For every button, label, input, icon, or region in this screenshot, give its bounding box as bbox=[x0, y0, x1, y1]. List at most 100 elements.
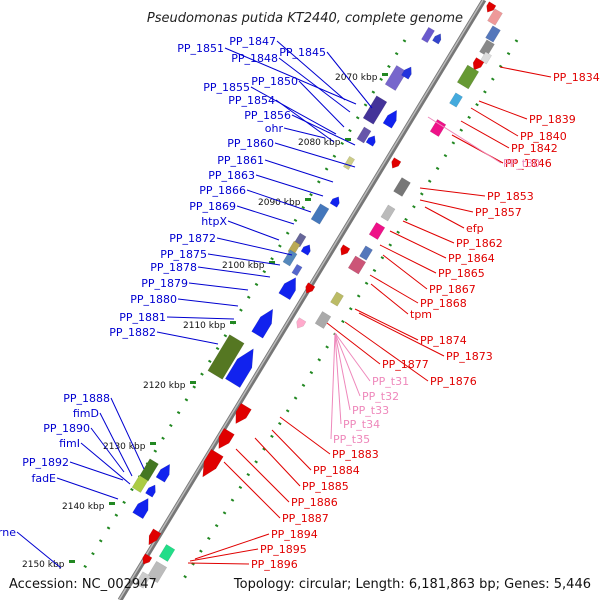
minus-strand-gene-label[interactable]: PP_1879 bbox=[141, 277, 188, 290]
rna-gene-label[interactable]: PP_t34 bbox=[343, 418, 380, 431]
gene-arrow[interactable] bbox=[472, 57, 485, 71]
gene-arrow[interactable] bbox=[329, 196, 340, 208]
gene-arrow[interactable] bbox=[340, 244, 351, 256]
minus-strand-gene-label[interactable]: PP_1861 bbox=[217, 154, 264, 167]
minus-strand-gene-label[interactable]: PP_1866 bbox=[199, 184, 246, 197]
plus-strand-gene-label[interactable]: PP_1846 bbox=[505, 157, 552, 170]
gene-box[interactable] bbox=[282, 249, 298, 267]
gene-box[interactable] bbox=[310, 203, 330, 225]
gene-box[interactable] bbox=[158, 544, 176, 562]
plus-strand-gene-label[interactable]: PP_1834 bbox=[553, 71, 600, 84]
plus-strand-gene-label[interactable]: PP_1877 bbox=[382, 358, 429, 371]
gene-arrow[interactable] bbox=[224, 348, 254, 388]
gene-box[interactable] bbox=[487, 8, 503, 26]
gene-box[interactable] bbox=[380, 204, 396, 222]
gene-box[interactable] bbox=[485, 25, 501, 43]
gene-box[interactable] bbox=[207, 334, 245, 380]
gene-arrow[interactable] bbox=[251, 308, 274, 339]
minus-strand-gene-label[interactable]: fimD bbox=[73, 407, 99, 420]
gene-box[interactable] bbox=[393, 177, 411, 197]
minus-strand-gene-label[interactable]: PP_1863 bbox=[208, 169, 255, 182]
minus-strand-gene-label[interactable]: PP_1872 bbox=[169, 232, 216, 245]
plus-strand-gene-label[interactable]: PP_1857 bbox=[475, 206, 522, 219]
plus-strand-gene-label[interactable]: PP_1884 bbox=[313, 464, 360, 477]
gene-arrow[interactable] bbox=[218, 427, 235, 450]
minus-strand-gene-label[interactable]: fimI bbox=[59, 437, 80, 450]
minus-strand-gene-label[interactable]: ohr bbox=[265, 122, 284, 135]
gene-box[interactable] bbox=[314, 311, 332, 329]
gene-arrow[interactable] bbox=[365, 135, 376, 147]
minus-strand-gene-label[interactable]: PP_1890 bbox=[43, 422, 90, 435]
minus-strand-gene-label[interactable]: PP_1875 bbox=[160, 248, 207, 261]
minus-strand-gene-label[interactable]: rne bbox=[0, 526, 16, 539]
minus-strand-gene-label[interactable]: fadE bbox=[31, 472, 56, 485]
plus-strand-gene-label[interactable]: PP_1887 bbox=[282, 512, 329, 525]
minus-strand-gene-label[interactable]: PP_1860 bbox=[227, 137, 274, 150]
gene-arrow[interactable] bbox=[432, 33, 442, 45]
plus-strand-gene-label[interactable]: PP_1862 bbox=[456, 237, 503, 250]
plus-strand-gene-label[interactable]: PP_1868 bbox=[420, 297, 467, 310]
gene-arrow[interactable] bbox=[132, 497, 149, 520]
minus-strand-gene-label[interactable]: PP_1848 bbox=[231, 52, 278, 65]
gene-box[interactable] bbox=[135, 571, 151, 589]
plus-strand-gene-label[interactable]: PP_1883 bbox=[332, 448, 379, 461]
gene-box[interactable] bbox=[330, 291, 344, 307]
gene-box[interactable] bbox=[347, 255, 367, 275]
gene-arrow[interactable] bbox=[382, 109, 397, 129]
gene-box[interactable] bbox=[362, 95, 388, 125]
plus-strand-gene-label[interactable]: PP_1865 bbox=[438, 267, 485, 280]
plus-strand-gene-label[interactable]: PP_1873 bbox=[446, 350, 493, 363]
minus-strand-gene-label[interactable]: PP_1855 bbox=[203, 81, 250, 94]
gene-arrow[interactable] bbox=[155, 463, 170, 483]
gene-arrow[interactable] bbox=[305, 282, 316, 294]
plus-strand-gene-label[interactable]: PP_1874 bbox=[420, 334, 467, 347]
gene-box[interactable] bbox=[456, 64, 480, 90]
rna-gene-label[interactable]: PP_t31 bbox=[372, 375, 409, 388]
gene-box[interactable] bbox=[131, 475, 149, 493]
gene-arrow[interactable] bbox=[401, 66, 412, 80]
minus-strand-gene-label[interactable]: PP_1854 bbox=[228, 94, 275, 107]
plus-strand-gene-label[interactable]: PP_1842 bbox=[511, 142, 558, 155]
minus-strand-gene-label[interactable]: PP_1869 bbox=[189, 200, 236, 213]
gene-box[interactable] bbox=[421, 26, 435, 44]
gene-box[interactable] bbox=[368, 222, 386, 240]
gene-box[interactable] bbox=[342, 155, 356, 171]
rna-gene-label[interactable]: PP_t35 bbox=[333, 433, 370, 446]
gene-box[interactable] bbox=[449, 92, 463, 108]
plus-strand-gene-label[interactable]: tpm bbox=[410, 308, 432, 321]
minus-strand-gene-label[interactable]: PP_1845 bbox=[279, 46, 326, 59]
gene-arrow[interactable] bbox=[145, 484, 156, 498]
plus-strand-gene-label[interactable]: PP_1885 bbox=[302, 480, 349, 493]
plus-strand-gene-label[interactable]: PP_1895 bbox=[260, 543, 307, 556]
plus-strand-gene-label[interactable]: PP_1876 bbox=[430, 375, 477, 388]
gene-arrow[interactable] bbox=[486, 1, 497, 13]
gene-arrow[interactable] bbox=[202, 448, 224, 478]
gene-box[interactable] bbox=[479, 39, 495, 57]
gene-box[interactable] bbox=[359, 245, 373, 261]
gene-box[interactable] bbox=[356, 126, 372, 144]
gene-box[interactable] bbox=[291, 263, 303, 277]
minus-strand-gene-label[interactable]: PP_1856 bbox=[244, 109, 291, 122]
plus-strand-gene-label[interactable]: PP_1864 bbox=[448, 252, 495, 265]
gene-arrow[interactable] bbox=[142, 553, 153, 565]
plus-strand-gene-label[interactable]: PP_1886 bbox=[291, 496, 338, 509]
minus-strand-gene-label[interactable]: PP_1850 bbox=[251, 75, 298, 88]
minus-strand-gene-label[interactable]: PP_1881 bbox=[119, 311, 166, 324]
minus-strand-gene-label[interactable]: PP_1882 bbox=[109, 326, 156, 339]
gene-box[interactable] bbox=[384, 65, 408, 91]
gene-arrow[interactable] bbox=[296, 317, 307, 329]
plus-strand-gene-label[interactable]: PP_1867 bbox=[429, 283, 476, 296]
plus-strand-gene-label[interactable]: PP_1896 bbox=[251, 558, 298, 571]
plus-strand-gene-label[interactable]: PP_1839 bbox=[529, 113, 576, 126]
rna-gene-label[interactable]: PP_t32 bbox=[362, 390, 399, 403]
plus-strand-gene-label[interactable]: PP_1894 bbox=[271, 528, 318, 541]
gene-arrow[interactable] bbox=[148, 528, 162, 546]
gene-arrow[interactable] bbox=[391, 157, 402, 169]
rna-gene-label[interactable]: PP_t33 bbox=[352, 404, 389, 417]
gene-arrow[interactable] bbox=[300, 244, 311, 256]
plus-strand-gene-label[interactable]: PP_1853 bbox=[487, 190, 534, 203]
minus-strand-gene-label[interactable]: PP_1878 bbox=[150, 261, 197, 274]
gene-arrow[interactable] bbox=[278, 277, 296, 301]
plus-strand-gene-label[interactable]: PP_1840 bbox=[520, 130, 567, 143]
plus-strand-gene-label[interactable]: efp bbox=[466, 222, 484, 235]
